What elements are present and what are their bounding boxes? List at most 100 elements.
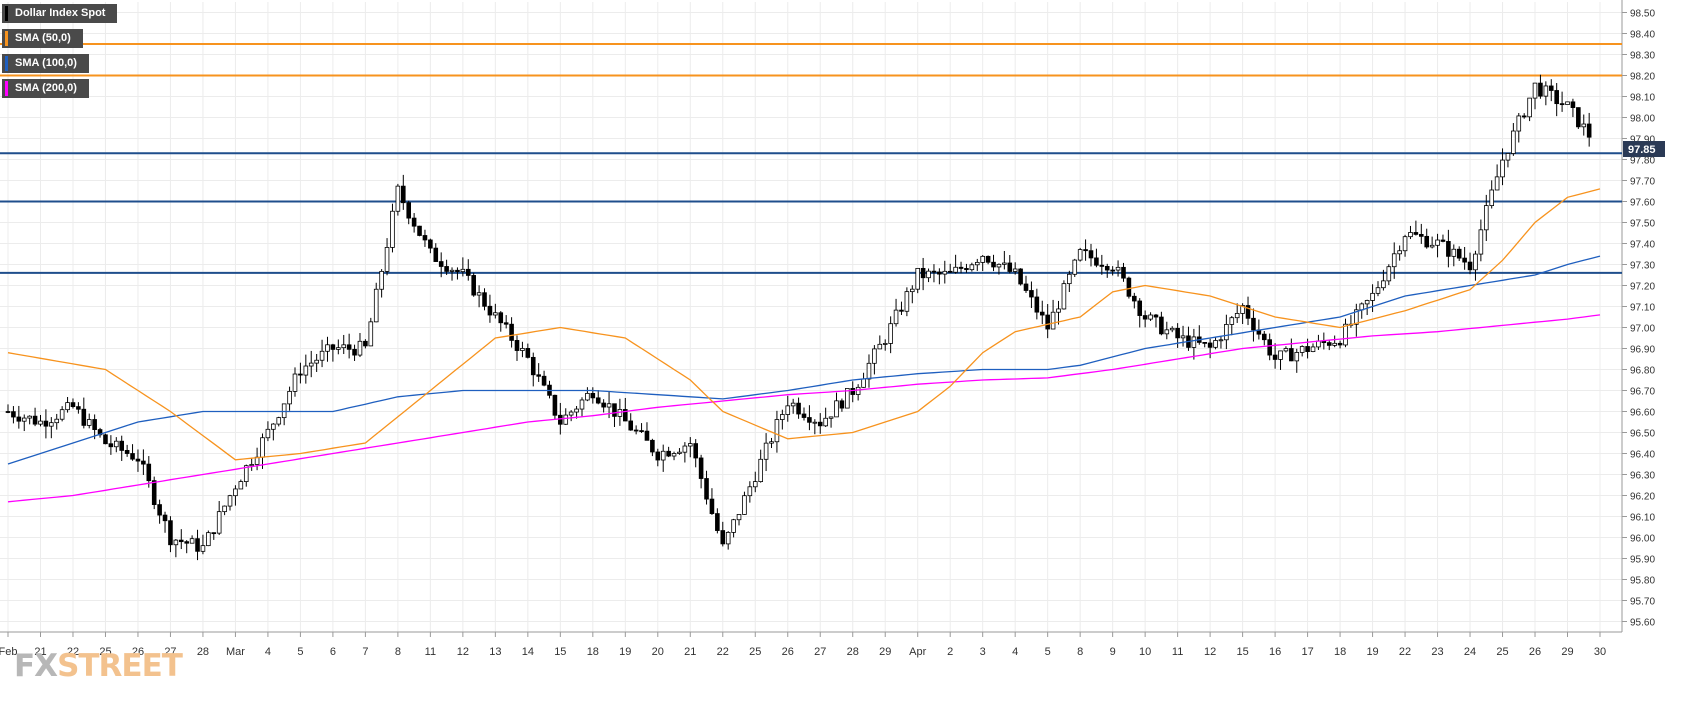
candle-body: [612, 403, 617, 417]
candle-body: [991, 261, 996, 268]
y-tick-label: 96.60: [1630, 408, 1655, 419]
candle-body: [574, 408, 579, 413]
candle-body: [520, 348, 525, 351]
candle-body: [49, 422, 54, 427]
candle-body: [65, 402, 70, 411]
candle-body: [1072, 259, 1078, 275]
y-tick-label: 97.40: [1630, 240, 1655, 251]
legend-item-dollar-index[interactable]: Dollar Index Spot: [2, 4, 118, 23]
candle-body: [1424, 235, 1430, 248]
candle-body: [455, 269, 460, 273]
legend-item-sma-200[interactable]: SMA (200,0): [2, 79, 89, 98]
candle-body: [1538, 82, 1543, 97]
candle-body: [1110, 269, 1115, 272]
candle-body: [487, 305, 493, 316]
candle-body: [1294, 352, 1300, 362]
legend-item-sma-100[interactable]: SMA (100,0): [2, 54, 89, 73]
y-tick-label: 97.30: [1630, 261, 1655, 272]
x-tick-label: 26: [782, 646, 794, 658]
candle-body: [1088, 250, 1094, 259]
candle-body: [1272, 354, 1278, 360]
candle-body: [1483, 205, 1489, 231]
x-tick-label: 21: [684, 646, 696, 658]
x-tick-label: 25: [99, 646, 111, 658]
candle-body: [1164, 329, 1170, 335]
y-tick-label: 97.60: [1630, 198, 1655, 209]
y-tick-label: 96.90: [1630, 345, 1655, 356]
candle-body: [633, 429, 639, 432]
candle-body: [119, 440, 125, 451]
x-tick-label: 12: [1204, 646, 1216, 658]
legend-label: Dollar Index Spot: [15, 7, 106, 19]
candle-body: [308, 362, 314, 367]
candle-body: [1343, 323, 1348, 346]
candle-body: [1521, 115, 1527, 118]
x-tick-label: 5: [297, 646, 303, 658]
x-tick-label: Mar: [226, 646, 245, 658]
candle-body: [536, 374, 541, 377]
x-tick-label: 15: [1236, 646, 1248, 658]
y-tick-label: 96.10: [1630, 513, 1655, 524]
candle-body: [319, 350, 325, 361]
candle-body: [996, 263, 1002, 268]
y-tick-label: 96.80: [1630, 366, 1655, 377]
candle-body: [1148, 314, 1153, 320]
x-tick-label: 7: [362, 646, 368, 658]
candle-body: [1586, 123, 1592, 138]
x-tick-label: 25: [1496, 646, 1508, 658]
legend-swatch-sma-200: [5, 81, 8, 96]
candle-body: [541, 375, 547, 386]
candle-body: [698, 457, 704, 479]
candle-body: [1142, 315, 1148, 320]
candle-body: [11, 411, 16, 418]
candle-body: [834, 400, 839, 418]
candle-body: [845, 388, 850, 409]
candle-body: [1159, 316, 1164, 335]
candle-body: [1175, 327, 1180, 339]
candle-body: [124, 450, 130, 454]
candle-body: [1299, 346, 1305, 353]
candle-body: [1505, 153, 1511, 161]
candle-body: [135, 458, 141, 462]
x-tick-label: 2: [947, 646, 953, 658]
candle-body: [915, 267, 921, 290]
candle-body: [433, 247, 439, 262]
legend-item-sma-50[interactable]: SMA (50,0): [2, 29, 83, 48]
candle-body: [21, 417, 27, 422]
x-tick-label: 12: [457, 646, 469, 658]
candle-body: [650, 439, 655, 453]
x-tick-label: 18: [1334, 646, 1346, 658]
candle-body: [1391, 253, 1397, 268]
candle-body: [238, 481, 244, 490]
x-tick-label: 4: [1012, 646, 1018, 658]
candle-body: [59, 409, 65, 420]
candle-body: [1224, 324, 1229, 341]
candle-body: [1354, 309, 1359, 325]
candle-body: [1213, 340, 1218, 348]
y-tick-label: 97.70: [1630, 177, 1655, 188]
x-tick-label: 22: [717, 646, 729, 658]
candle-body: [1581, 123, 1587, 128]
candle-body: [687, 443, 693, 447]
candle-body: [1099, 264, 1105, 267]
candle-body: [162, 514, 168, 522]
candle-body: [422, 235, 428, 241]
candle-body: [964, 268, 969, 271]
candle-body: [563, 414, 569, 425]
candle-body: [363, 340, 368, 347]
y-tick-label: 96.50: [1630, 429, 1655, 440]
x-tick-label: 29: [879, 646, 891, 658]
y-tick-label: 95.70: [1630, 597, 1655, 608]
candle-body: [465, 268, 471, 276]
candle-body: [1012, 268, 1018, 272]
candle-body: [314, 359, 319, 364]
x-tick-label: 3: [980, 646, 986, 658]
candle-body: [660, 450, 666, 461]
candle-body: [379, 270, 384, 290]
candle-body: [1576, 107, 1581, 128]
candle-body: [725, 531, 731, 545]
candle-body: [292, 373, 298, 392]
x-tick-label: 30: [1594, 646, 1606, 658]
candle-body: [1413, 232, 1419, 235]
